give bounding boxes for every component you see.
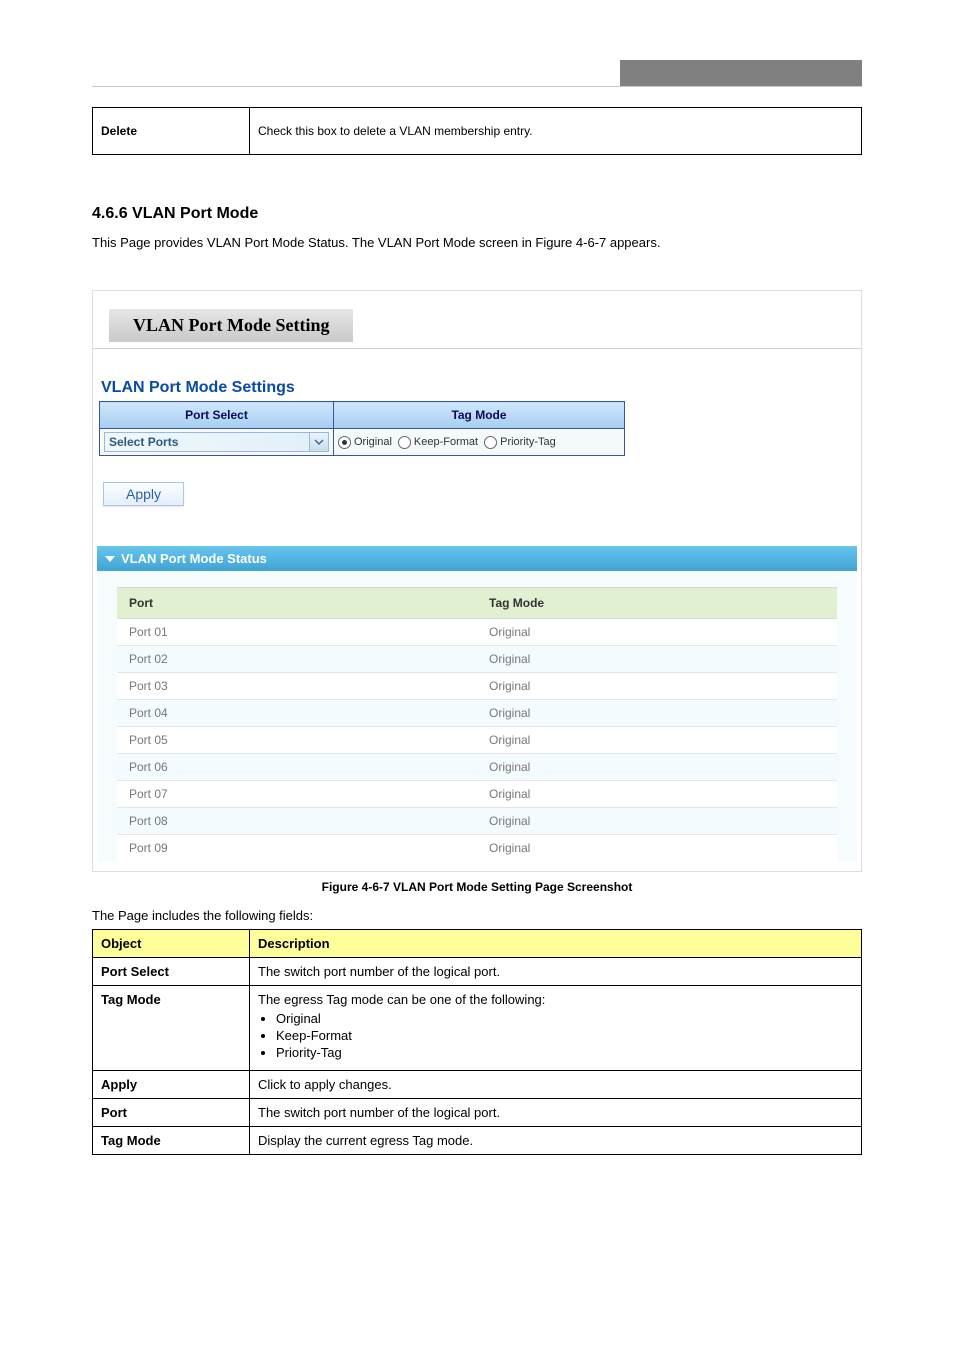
- radio-circle-icon: [484, 436, 497, 449]
- th-tag-mode: Tag Mode: [334, 402, 625, 429]
- desc-th-object: Object: [93, 930, 250, 958]
- table-row: Port 03Original: [117, 673, 837, 700]
- status-cell-tagmode: Original: [477, 727, 837, 754]
- radio-priority-tag[interactable]: Priority-Tag: [484, 436, 556, 449]
- list-item: Priority-Tag: [276, 1045, 853, 1060]
- port-select-cell: Select Ports: [100, 429, 334, 456]
- apply-button[interactable]: Apply: [103, 482, 184, 506]
- table-row: Tag ModeThe egress Tag mode can be one o…: [93, 986, 862, 1071]
- figure-grey-header: VLAN Port Mode Setting: [109, 309, 353, 342]
- figure-divider: [93, 348, 861, 349]
- table-row: Port 05Original: [117, 727, 837, 754]
- settings-heading: VLAN Port Mode Settings: [101, 379, 857, 397]
- desc-cell-description: Click to apply changes.: [250, 1071, 862, 1099]
- desc-intro: The Page includes the following fields:: [92, 908, 862, 923]
- radio-keep-format-label: Keep-Format: [414, 436, 478, 448]
- table-row: ApplyClick to apply changes.: [93, 1071, 862, 1099]
- status-bar-label: VLAN Port Mode Status: [121, 551, 267, 566]
- table-row: Port 01Original: [117, 619, 837, 646]
- description-table: Object Description Port SelectThe switch…: [92, 929, 862, 1155]
- section-title: 4.6.6 VLAN Port Mode: [92, 205, 862, 223]
- header-divider: [92, 86, 862, 87]
- tag-mode-cell: Original Keep-Format Priority-Tag: [334, 429, 625, 456]
- status-cell-port: Port 07: [117, 781, 477, 808]
- desc-cell-description: Display the current egress Tag mode.: [250, 1127, 862, 1155]
- upper-table-col2: Check this box to delete a VLAN membersh…: [250, 108, 862, 155]
- header-grey-bar: [620, 60, 862, 86]
- table-row: PortThe switch port number of the logica…: [93, 1099, 862, 1127]
- status-cell-port: Port 01: [117, 619, 477, 646]
- upper-table-col1: Delete: [93, 108, 250, 155]
- desc-cell-description: The switch port number of the logical po…: [250, 1099, 862, 1127]
- status-cell-tagmode: Original: [477, 700, 837, 727]
- status-cell-port: Port 09: [117, 835, 477, 862]
- port-select-label: Select Ports: [109, 435, 309, 449]
- desc-th-description: Description: [250, 930, 862, 958]
- desc-cell-object: Tag Mode: [93, 986, 250, 1071]
- desc-cell-object: Port Select: [93, 958, 250, 986]
- status-cell-port: Port 06: [117, 754, 477, 781]
- radio-original[interactable]: Original: [338, 436, 392, 449]
- chevron-down-icon: [309, 433, 328, 451]
- status-th-tagmode: Tag Mode: [477, 588, 837, 619]
- th-port-select: Port Select: [100, 402, 334, 429]
- status-cell-tagmode: Original: [477, 781, 837, 808]
- radio-keep-format[interactable]: Keep-Format: [398, 436, 478, 449]
- table-row: Port 09Original: [117, 835, 837, 862]
- status-cell-tagmode: Original: [477, 619, 837, 646]
- list-item: Keep-Format: [276, 1028, 853, 1043]
- desc-cell-object: Port: [93, 1099, 250, 1127]
- table-row: Port 02Original: [117, 646, 837, 673]
- table-row: Port 04Original: [117, 700, 837, 727]
- radio-circle-icon: [338, 436, 351, 449]
- figure-container: VLAN Port Mode Setting VLAN Port Mode Se…: [92, 290, 862, 872]
- status-th-port: Port: [117, 588, 477, 619]
- table-row: Port 07Original: [117, 781, 837, 808]
- port-select-dropdown[interactable]: Select Ports: [104, 432, 329, 452]
- desc-cell-object: Apply: [93, 1071, 250, 1099]
- list-item: Original: [276, 1011, 853, 1026]
- status-cell-tagmode: Original: [477, 754, 837, 781]
- radio-circle-icon: [398, 436, 411, 449]
- status-cell-port: Port 02: [117, 646, 477, 673]
- figure-caption: Figure 4-6-7 VLAN Port Mode Setting Page…: [92, 880, 862, 894]
- status-cell-port: Port 03: [117, 673, 477, 700]
- status-table-wrap: Port Tag Mode Port 01OriginalPort 02Orig…: [97, 571, 857, 861]
- upper-table: Delete Check this box to delete a VLAN m…: [92, 107, 862, 155]
- settings-table: Port Select Tag Mode Select Ports: [99, 401, 625, 456]
- desc-cell-description: The egress Tag mode can be one of the fo…: [250, 986, 862, 1071]
- radio-original-label: Original: [354, 436, 392, 448]
- status-cell-port: Port 08: [117, 808, 477, 835]
- status-cell-tagmode: Original: [477, 646, 837, 673]
- status-cell-port: Port 05: [117, 727, 477, 754]
- radio-priority-tag-label: Priority-Tag: [500, 436, 556, 448]
- table-row: Port 08Original: [117, 808, 837, 835]
- section-intro: This Page provides VLAN Port Mode Status…: [92, 235, 862, 250]
- status-cell-tagmode: Original: [477, 835, 837, 862]
- status-table: Port Tag Mode Port 01OriginalPort 02Orig…: [117, 587, 837, 861]
- status-bar[interactable]: VLAN Port Mode Status: [97, 546, 857, 571]
- desc-cell-description: The switch port number of the logical po…: [250, 958, 862, 986]
- table-row: Port SelectThe switch port number of the…: [93, 958, 862, 986]
- status-cell-tagmode: Original: [477, 673, 837, 700]
- status-cell-port: Port 04: [117, 700, 477, 727]
- desc-cell-object: Tag Mode: [93, 1127, 250, 1155]
- status-cell-tagmode: Original: [477, 808, 837, 835]
- chevron-down-icon: [105, 555, 115, 563]
- table-row: Tag ModeDisplay the current egress Tag m…: [93, 1127, 862, 1155]
- table-row: Port 06Original: [117, 754, 837, 781]
